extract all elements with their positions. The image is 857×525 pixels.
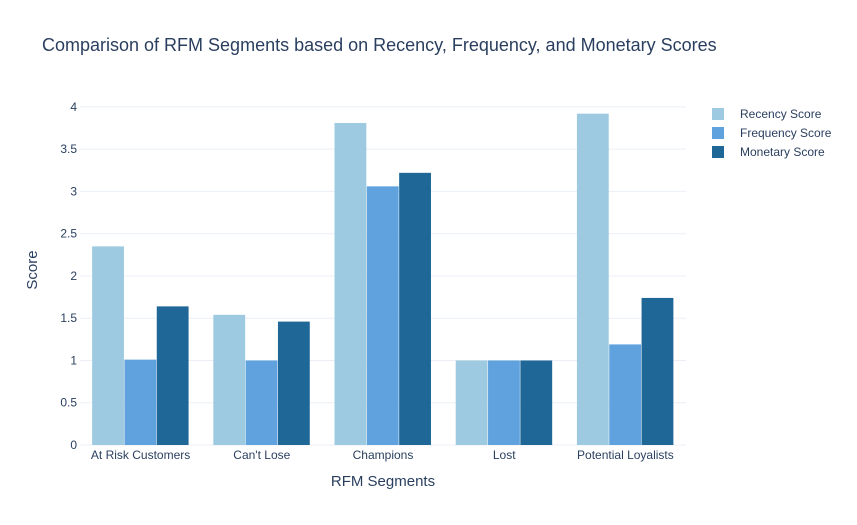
x-axis-title: RFM Segments: [331, 473, 435, 490]
bar-frequency-1[interactable]: [245, 360, 278, 445]
bar-monetary-1[interactable]: [277, 321, 310, 445]
legend-swatch: [712, 127, 724, 139]
bar-recency-2[interactable]: [334, 122, 367, 445]
legend-item-monetary[interactable]: Monetary Score: [712, 145, 825, 159]
y-tick-label: 0.5: [60, 396, 77, 410]
y-tick-label: 4: [70, 100, 77, 114]
bar-frequency-2[interactable]: [366, 186, 399, 445]
x-tick-label: Can't Lose: [233, 448, 290, 462]
chart-title: Comparison of RFM Segments based on Rece…: [42, 35, 717, 55]
y-tick-label: 3.5: [60, 142, 77, 156]
bar-monetary-0[interactable]: [156, 306, 189, 445]
y-axis-title: Score: [24, 250, 41, 289]
legend[interactable]: Recency Score Frequency Score Monetary Sco…: [712, 107, 832, 159]
x-tick-labels: At Risk Customers Can't Lose Champions Lost…: [91, 448, 674, 462]
x-tick-label: Potential Loyalists: [577, 448, 674, 462]
bar-recency-3[interactable]: [455, 360, 488, 445]
x-tick-label: Lost: [493, 448, 516, 462]
legend-item-frequency[interactable]: Frequency Score: [712, 126, 832, 140]
y-tick-labels: 0 0.5 1 1.5 2 2.5 3 3.5 4: [60, 100, 77, 452]
y-tick-label: 3: [70, 184, 77, 198]
legend-swatch: [712, 108, 724, 120]
y-tick-label: 1.5: [60, 311, 77, 325]
bar-monetary-4[interactable]: [641, 297, 674, 445]
y-tick-label: 0: [70, 438, 77, 452]
bar-recency-0[interactable]: [92, 246, 124, 445]
legend-label: Recency Score: [740, 107, 822, 121]
y-tick-label: 2: [70, 269, 77, 283]
bar-monetary-3[interactable]: [520, 360, 553, 445]
legend-item-recency[interactable]: Recency Score: [712, 107, 822, 121]
bars-group: [92, 113, 674, 446]
legend-label: Monetary Score: [740, 145, 825, 159]
legend-label: Frequency Score: [740, 126, 832, 140]
legend-swatch: [712, 146, 724, 158]
bar-frequency-3[interactable]: [488, 360, 520, 445]
bar-recency-4[interactable]: [576, 113, 609, 446]
bar-recency-1[interactable]: [213, 314, 246, 445]
x-tick-label: Champions: [353, 448, 414, 462]
y-tick-label: 2.5: [60, 227, 77, 241]
y-tick-label: 1: [70, 353, 77, 367]
bar-frequency-4[interactable]: [609, 344, 642, 445]
x-tick-label: At Risk Customers: [91, 448, 190, 462]
bar-monetary-2[interactable]: [399, 172, 431, 446]
bar-frequency-0[interactable]: [124, 359, 157, 445]
